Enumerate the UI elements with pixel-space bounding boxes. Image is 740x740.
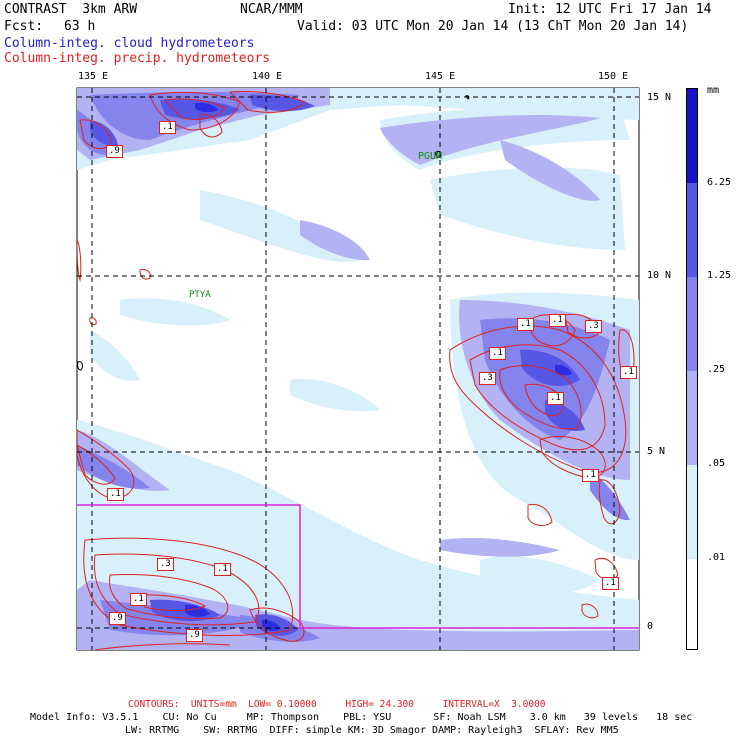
cloud-field [77,88,639,650]
graticule [77,88,639,650]
forecast-hour: 63 h [64,19,96,34]
model-name: CONTRAST 3km ARW [4,2,138,17]
lon-label-150: 150 E [598,71,629,82]
colorbar-swatch [687,277,697,371]
lat-label-5n: 5 N [647,446,666,457]
contour-label: .1 [489,347,506,360]
station-label-ptya: PTYA [189,290,211,300]
precip-contours [77,91,635,650]
model-info-line2: LW: RRTMG SW: RRTMG DIFF: simple KM: 3D … [125,725,619,736]
colorbar-swatch [687,559,697,649]
field-title-cloud: Column-integ. cloud hydrometeors [4,36,255,51]
contour-label: .3 [479,372,496,385]
contour-info: CONTOURS: UNITS=mm LOW= 0.10000 HIGH= 24… [128,699,546,710]
contour-label: .9 [106,145,123,158]
init-time: Init: 12 UTC Fri 17 Jan 14 [508,2,712,17]
forecast-label: Fcst: [4,19,44,34]
colorbar-unit: mm [707,85,720,96]
contour-label: .1 [547,392,564,405]
lon-label-135: 135 E [78,71,109,82]
colorbar-level-label: .25 [707,364,726,375]
contour-label: .1 [549,314,566,327]
contour-label: .9 [109,612,126,625]
field-title-precip: Column-integ. precip. hydrometeors [4,51,271,66]
colorbar-swatch [687,371,697,465]
contour-label: .1 [130,593,147,606]
lon-label-140: 140 E [252,71,283,82]
station-label-pgum: PGUM [418,151,443,162]
lon-label-145: 145 E [425,71,456,82]
colorbar [686,88,698,650]
colorbar-level-label: 6.25 [707,177,732,188]
contour-label: .1 [107,488,124,501]
model-info-line1: Model Info: V3.5.1 CU: No Cu MP: Thompso… [30,712,693,723]
lat-label-10n: 10 N [647,270,672,281]
contour-label: .1 [602,577,619,590]
contour-label: .9 [186,629,203,642]
contour-label: .1 [582,469,599,482]
colorbar-swatch [687,183,697,277]
colorbar-swatch [687,465,697,559]
contour-label: .3 [157,558,174,571]
contour-label: .1 [517,318,534,331]
island-outlines [77,95,470,371]
colorbar-swatch [687,89,697,183]
valid-time: Valid: 03 UTC Mon 20 Jan 14 (13 ChT Mon … [297,19,689,34]
organization: NCAR/MMM [240,2,303,17]
colorbar-level-label: .01 [707,552,726,563]
lat-label-0: 0 [647,621,654,632]
contour-label: .1 [159,121,176,134]
colorbar-level-label: .05 [707,458,726,469]
contour-label: .1 [214,563,231,576]
contour-label: .1 [620,366,637,379]
nested-domain-box [77,504,639,629]
colorbar-level-label: 1.25 [707,270,732,281]
contour-label: .3 [585,320,602,333]
lat-label-15n: 15 N [647,92,672,103]
